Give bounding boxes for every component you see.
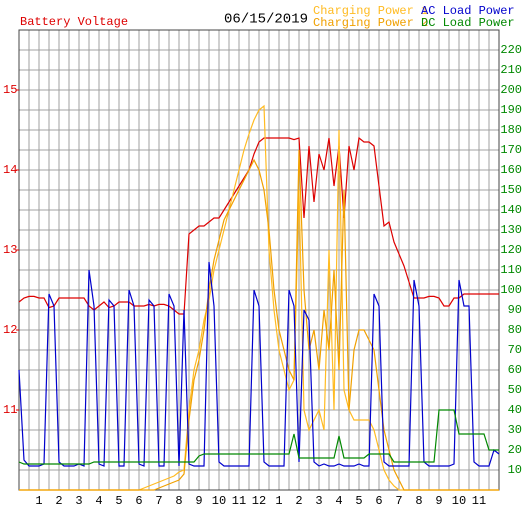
x-tick-label: 5 xyxy=(355,494,362,508)
y2-tick-label: 170 xyxy=(500,143,522,157)
x-tick-label: 12 xyxy=(252,494,266,508)
y2-tick-label: 180 xyxy=(500,123,522,137)
plot-frame xyxy=(18,29,500,491)
x-tick-label: 7 xyxy=(155,494,162,508)
x-tick-label: 9 xyxy=(195,494,202,508)
legend-label: Charging Power 1 xyxy=(313,4,428,18)
y-tick-label: 13 xyxy=(3,243,17,257)
x-tick-label: 11 xyxy=(472,494,486,508)
x-tick-label: 11 xyxy=(232,494,246,508)
y2-tick-label: 70 xyxy=(508,343,522,357)
y2-tick-label: 190 xyxy=(500,103,522,117)
y-tick-label: 14 xyxy=(3,163,17,177)
y2-tick-label: 210 xyxy=(500,63,522,77)
chart-title: 06/15/2019 xyxy=(224,12,308,28)
series-line xyxy=(18,136,499,315)
y2-tick-label: 200 xyxy=(500,83,522,97)
y2-tick-label: 50 xyxy=(508,383,522,397)
x-tick-label: 2 xyxy=(295,494,302,508)
x-tick-label: 3 xyxy=(315,494,322,508)
x-tick-label: 7 xyxy=(395,494,402,508)
series-line xyxy=(18,261,500,467)
y2-tick-label: 80 xyxy=(508,323,522,337)
x-tick-label: 8 xyxy=(415,494,422,508)
y2-tick-label: 140 xyxy=(500,203,522,217)
y-tick-label: 11 xyxy=(3,403,17,417)
y2-tick-label: 130 xyxy=(500,223,522,237)
x-tick-label: 1 xyxy=(275,494,282,508)
x-tick-label: 10 xyxy=(212,494,226,508)
y2-tick-label: 30 xyxy=(508,423,522,437)
y2-tick-label: 20 xyxy=(508,443,522,457)
y2-tick-label: 110 xyxy=(500,263,522,277)
x-tick-label: 1 xyxy=(35,494,42,508)
x-tick-label: 5 xyxy=(115,494,122,508)
x-tick-label: 2 xyxy=(55,494,62,508)
x-tick-label: 3 xyxy=(75,494,82,508)
y2-tick-label: 40 xyxy=(508,403,522,417)
y-tick-label: 15 xyxy=(3,83,17,97)
y2-tick-label: 150 xyxy=(500,183,522,197)
x-tick-label: 4 xyxy=(95,494,102,508)
y2-tick-label: 10 xyxy=(508,463,522,477)
y2-tick-label: 160 xyxy=(500,163,522,177)
x-tick-label: 6 xyxy=(135,494,142,508)
x-tick-label: 8 xyxy=(175,494,182,508)
y2-tick-label: 220 xyxy=(500,43,522,57)
x-tick-label: 10 xyxy=(452,494,466,508)
y2-tick-label: 60 xyxy=(508,363,522,377)
x-tick-label: 6 xyxy=(375,494,382,508)
legend-label: Charging Power 2 xyxy=(313,16,428,30)
x-tick-label: 9 xyxy=(435,494,442,508)
y-tick-label: 12 xyxy=(3,323,17,337)
legend-label: DC Load Power xyxy=(421,16,515,30)
x-tick-label: 4 xyxy=(335,494,342,508)
y-axis-label: Battery Voltage xyxy=(20,15,128,29)
y2-tick-label: 100 xyxy=(500,283,522,297)
series-line xyxy=(19,149,499,491)
y2-tick-label: 90 xyxy=(508,303,522,317)
y2-tick-label: 120 xyxy=(500,243,522,257)
series-line xyxy=(18,409,499,465)
legend-label: AC Load Power xyxy=(421,4,515,18)
